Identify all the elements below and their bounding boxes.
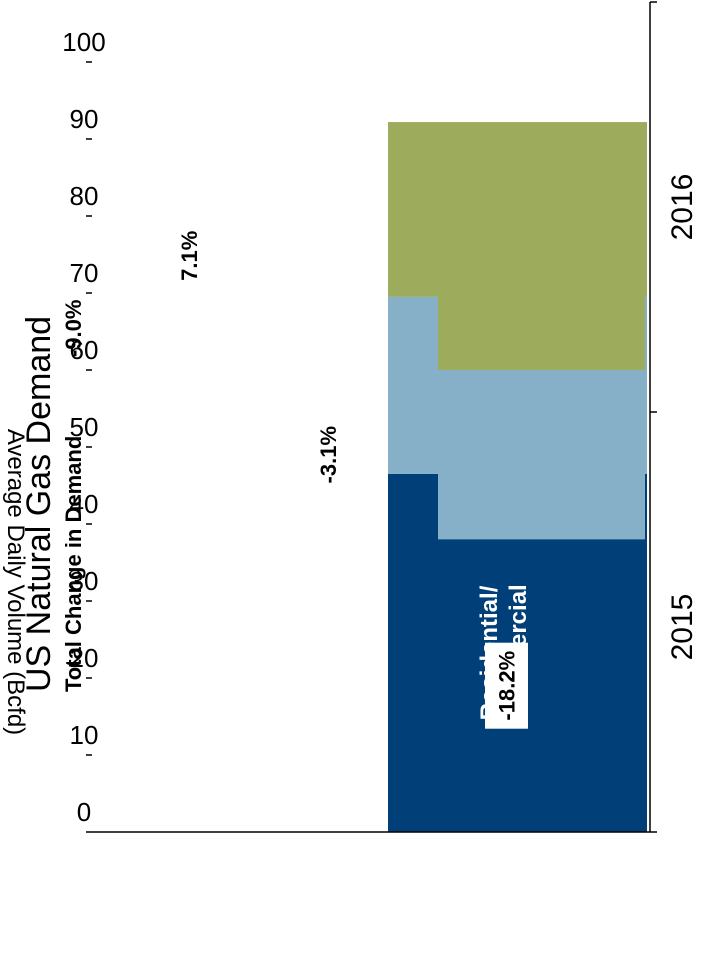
bar-segment-2016-2 [438, 177, 645, 370]
change-label: -3.1% [316, 426, 341, 483]
axis-group: 0 10 20 30 40 50 60 70 80 90 100 [62, 1, 657, 833]
y-tick-label: 80 [70, 181, 99, 211]
y-tick-label: 60 [70, 335, 99, 365]
change-label-box [173, 224, 205, 287]
x-category-label: 2015 [666, 594, 699, 661]
bar-segment-2016-1 [438, 370, 645, 540]
change-label-box [309, 418, 347, 491]
y-tick-label: 30 [70, 566, 99, 596]
y-tick-label: 50 [70, 412, 99, 442]
bars-group: 2015 2016 [388, 122, 699, 832]
change-label-box [485, 642, 528, 729]
x-category-label: 2016 [666, 174, 699, 241]
y-axis-label: Average Daily Volume (Bcfd) [2, 429, 29, 735]
segment-label: Power [139, 173, 166, 245]
chart-subtitle-value: -9.0% [61, 300, 86, 357]
y-tick-label: 70 [70, 258, 99, 288]
y-tick-label: 20 [70, 643, 99, 673]
bar-segment-2016-0 [438, 539, 645, 832]
change-labels-group: -18.2% -3.1% 7.1% [173, 224, 528, 729]
chart-title: US Natural Gas Demand [20, 316, 58, 692]
y-tick-label: 100 [62, 27, 105, 57]
change-label: -18.2% [495, 651, 520, 721]
change-label: 7.1% [177, 231, 202, 281]
y-ticks-group: 0 10 20 30 40 50 60 70 80 90 100 [62, 27, 106, 833]
chart-subtitle: Total Change in Demand [61, 436, 86, 692]
y-tick-label: 40 [70, 489, 99, 519]
y-tick-label: 0 [77, 797, 91, 827]
y-tick-label: 10 [70, 720, 99, 750]
y-tick-label: 90 [70, 104, 99, 134]
